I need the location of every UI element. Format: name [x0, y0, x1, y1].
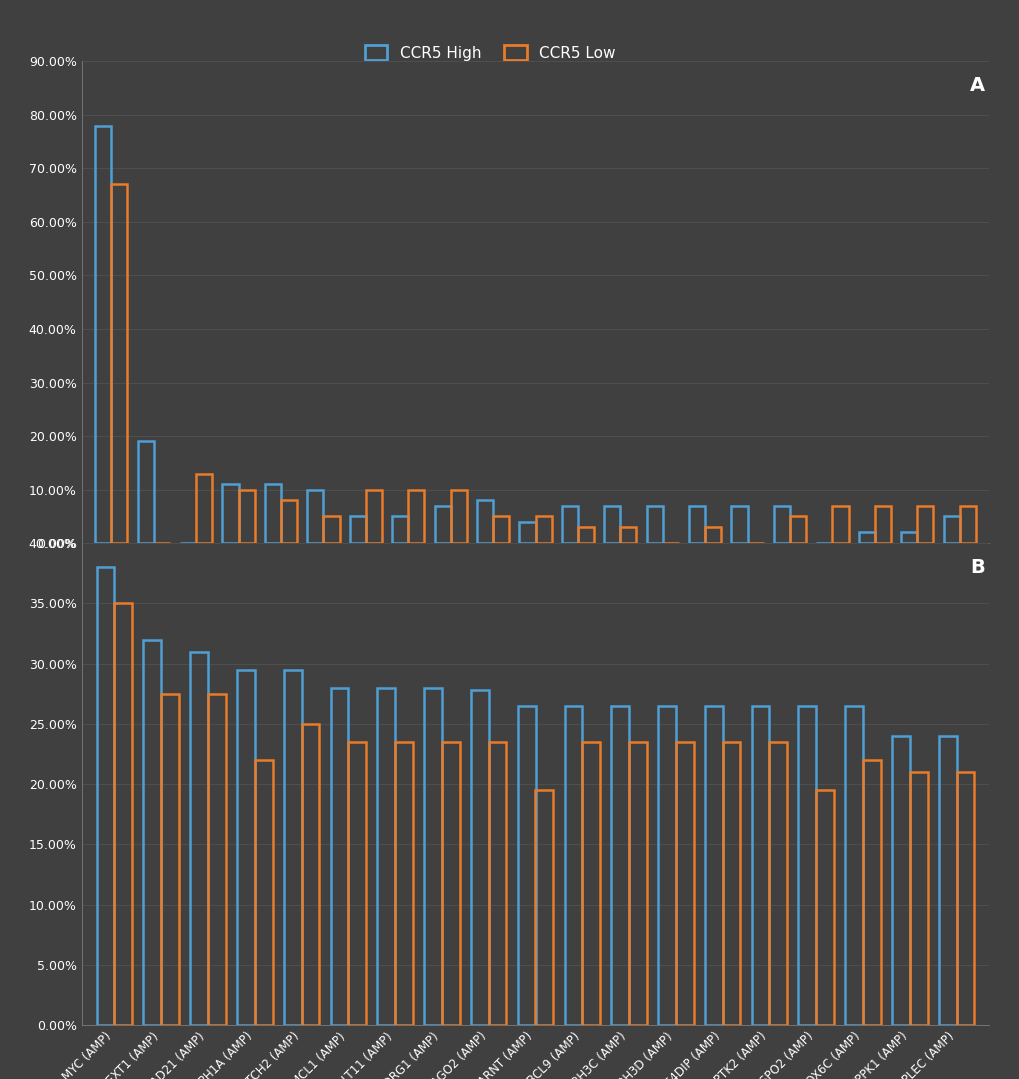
Bar [307, 490, 323, 543]
Bar [900, 532, 916, 543]
Bar [394, 742, 413, 1025]
Bar [222, 484, 238, 543]
Bar [434, 506, 450, 543]
Bar [350, 517, 366, 543]
Bar [832, 506, 848, 543]
Bar [518, 706, 535, 1025]
Bar [347, 742, 366, 1025]
Bar [862, 760, 880, 1025]
Bar [323, 517, 339, 543]
Bar [603, 506, 620, 543]
Legend: CCR5 High, CCR5 Low: CCR5 High, CCR5 Low [357, 37, 623, 68]
Bar [858, 532, 874, 543]
Bar [208, 694, 225, 1025]
Bar [111, 185, 127, 543]
Bar [874, 506, 891, 543]
Bar [477, 501, 492, 543]
Bar [97, 568, 114, 1025]
Bar [138, 441, 154, 543]
Bar [255, 760, 272, 1025]
Text: B: B [969, 558, 984, 576]
Bar [535, 790, 552, 1025]
Bar [265, 484, 280, 543]
Bar [408, 490, 424, 543]
Bar [391, 517, 408, 543]
Bar [280, 501, 297, 543]
Bar [798, 706, 815, 1025]
Bar [578, 528, 593, 543]
Bar [704, 706, 722, 1025]
Bar [561, 506, 578, 543]
Bar [535, 517, 551, 543]
Bar [815, 790, 834, 1025]
Bar [582, 742, 599, 1025]
Bar [937, 736, 956, 1025]
Bar [492, 517, 508, 543]
Bar [302, 724, 319, 1025]
Bar [471, 691, 488, 1025]
Bar [95, 125, 111, 543]
Bar [236, 670, 255, 1025]
Bar [704, 528, 720, 543]
Bar [689, 506, 704, 543]
Bar [773, 506, 790, 543]
Bar [751, 706, 768, 1025]
Bar [377, 687, 394, 1025]
Bar [790, 517, 805, 543]
Bar [190, 652, 208, 1025]
Bar [238, 490, 255, 543]
Bar [564, 706, 582, 1025]
Bar [943, 517, 959, 543]
Bar [676, 742, 693, 1025]
Bar [441, 742, 460, 1025]
Bar [620, 528, 636, 543]
Bar [424, 687, 441, 1025]
Bar [657, 706, 676, 1025]
Bar [488, 742, 506, 1025]
Bar [144, 640, 161, 1025]
Bar [959, 506, 975, 543]
Bar [909, 773, 926, 1025]
Text: A: A [969, 76, 984, 95]
Bar [161, 694, 178, 1025]
Bar [892, 736, 909, 1025]
Bar [916, 506, 932, 543]
Bar [610, 706, 629, 1025]
Bar [845, 706, 862, 1025]
Bar [330, 687, 347, 1025]
Bar [731, 506, 747, 543]
Bar [196, 474, 212, 543]
Bar [114, 603, 132, 1025]
Bar [722, 742, 740, 1025]
Bar [646, 506, 662, 543]
Bar [629, 742, 646, 1025]
Bar [956, 773, 973, 1025]
Bar [519, 522, 535, 543]
Bar [768, 742, 787, 1025]
Bar [450, 490, 467, 543]
Bar [366, 490, 381, 543]
Bar [283, 670, 302, 1025]
